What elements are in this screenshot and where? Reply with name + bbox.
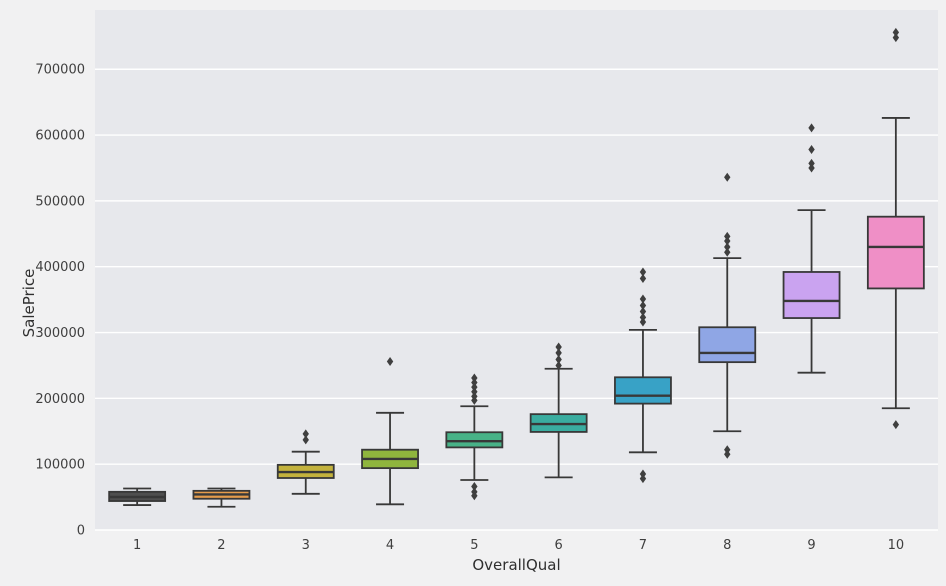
outlier-marker [471,382,478,392]
box-qual-10 [866,215,925,290]
box-qual-7 [614,376,672,405]
outlier-marker [808,158,815,168]
outlier-marker [724,449,731,459]
outlier-marker [302,429,309,439]
outlier-marker [808,163,815,173]
outlier-marker [808,123,815,133]
outlier-marker [471,378,478,388]
outlier-marker [639,267,647,277]
outlier-marker [555,342,562,352]
y-tick-label: 500000 [35,194,85,209]
y-tick-label: 400000 [35,260,85,275]
x-tick-label: 2 [217,538,225,553]
y-tick-label: 700000 [35,63,85,78]
box-qual-8 [698,326,757,364]
outlier-marker [639,274,647,284]
x-tick-label: 7 [639,538,647,553]
outlier-marker [724,445,731,455]
outlier-marker [471,387,478,397]
x-tick-label: 8 [723,538,731,553]
outlier-marker [639,312,647,322]
outlier-marker [639,294,647,304]
outlier-marker [639,474,647,484]
outlier-marker [471,391,478,401]
outlier-marker [302,435,309,445]
outlier-marker [555,348,562,358]
outlier-marker [724,231,731,241]
outlier-marker [555,355,562,365]
outlier-marker [639,301,647,311]
outlier-marker [892,33,900,43]
x-tick-label: 4 [386,538,394,553]
outlier-marker [724,172,731,182]
x-tick-label: 9 [807,538,815,553]
box-qual-9 [782,271,841,319]
outlier-marker [724,247,731,257]
x-tick-label: 10 [888,538,905,553]
y-axis-label: SalePrice [20,268,38,338]
outlier-marker [639,469,647,479]
outlier-marker [724,236,731,246]
y-tick-label: 600000 [35,129,85,144]
axes-background [95,10,938,530]
y-tick-label: 200000 [35,392,85,407]
x-axis-label: OverallQual [472,556,561,574]
x-tick-label: 6 [555,538,563,553]
outlier-marker [471,373,478,383]
y-tick-label: 100000 [35,458,85,473]
outlier-marker [555,360,562,370]
outlier-marker [639,317,647,327]
x-tick-label: 3 [302,538,310,553]
outlier-marker [892,420,900,430]
outlier-marker [471,482,478,492]
x-tick-label: 5 [470,538,478,553]
y-tick-label: 0 [77,524,85,539]
y-tick-label: 300000 [35,326,85,341]
box-qual-5 [445,431,504,449]
x-tick-label: 1 [133,538,141,553]
outlier-marker [892,27,900,37]
outlier-marker [386,356,394,366]
outlier-marker [724,242,731,252]
outlier-marker [639,306,647,316]
outlier-marker [471,491,478,501]
outlier-marker [808,145,815,155]
